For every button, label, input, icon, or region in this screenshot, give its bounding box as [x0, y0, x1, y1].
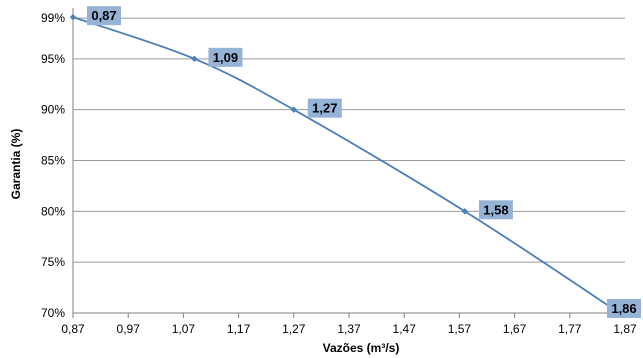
x-tick-label: 1,17: [227, 322, 251, 336]
x-tick-label: 1,37: [337, 322, 361, 336]
data-point: [191, 55, 198, 63]
x-axis-title: Vazões (m³/s): [323, 341, 400, 355]
y-tick-label: 80%: [41, 204, 65, 218]
y-tick-label: 90%: [41, 103, 65, 117]
y-tick-label: 75%: [41, 255, 65, 269]
data-point: [461, 208, 469, 215]
y-tick-label: 95%: [41, 52, 65, 66]
data-label-box: [208, 47, 243, 67]
x-tick-label: 1,07: [172, 322, 196, 336]
grid: [73, 17, 625, 263]
x-tick-label: 1,47: [393, 322, 417, 336]
data-label: 1,27: [312, 101, 337, 116]
data-label-box: [307, 98, 342, 118]
data-label: 1,09: [213, 50, 238, 65]
y-tick-label: 70%: [41, 306, 65, 320]
x-tick-label: 0,87: [61, 322, 85, 336]
x-tick-label: 1,67: [503, 322, 527, 336]
y-tick-label: 85%: [41, 154, 65, 168]
x-tick-label: 1,27: [282, 322, 306, 336]
data-label-box: [87, 6, 121, 26]
axes: 70% 75% 80% 85% 90% 95% 99% 0,87 0,97 1,07 1,17 1,2…: [41, 8, 637, 336]
series-line: [72, 16, 620, 314]
data-point: [290, 106, 297, 113]
data-label: 1,86: [611, 301, 636, 316]
series: [69, 13, 623, 317]
data-labels: 0,87 1,09 1,27 1,58 1,86: [87, 6, 641, 318]
x-tick-label: 1,77: [558, 322, 582, 336]
y-axis-title: Garantia (%): [9, 129, 23, 200]
y-tick-label: 99%: [41, 11, 65, 25]
x-tick-label: 1,87: [613, 322, 637, 336]
data-label-box: [607, 299, 641, 318]
data-label: 1,58: [483, 202, 508, 217]
data-point: [69, 13, 77, 21]
x-tick-label: 1,57: [448, 322, 472, 336]
x-tick-label: 0,97: [117, 322, 141, 336]
data-label: 0,87: [91, 8, 116, 23]
data-label-box: [478, 200, 513, 220]
